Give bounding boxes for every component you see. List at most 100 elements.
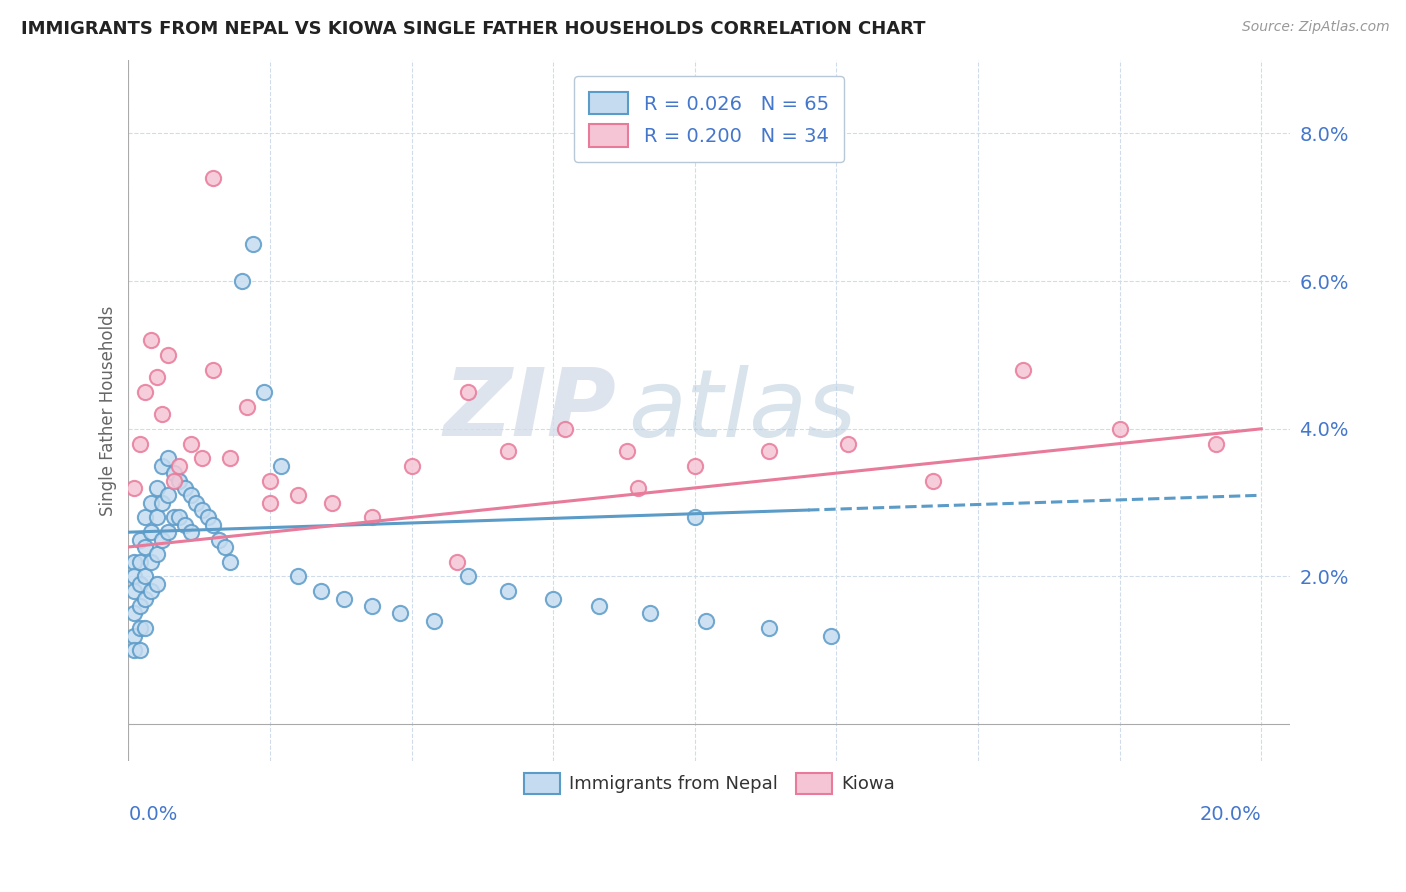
Point <box>146 577 169 591</box>
Point <box>683 458 706 473</box>
Point <box>139 333 162 347</box>
Point <box>1108 422 1130 436</box>
Point <box>202 170 225 185</box>
Point <box>214 540 236 554</box>
Point <box>683 510 706 524</box>
Point <box>361 510 384 524</box>
Point <box>837 436 859 450</box>
Point <box>146 547 169 561</box>
Point <box>152 458 174 473</box>
Point <box>152 496 174 510</box>
Point <box>202 363 225 377</box>
Point <box>139 584 162 599</box>
Point <box>423 614 446 628</box>
Point <box>169 510 191 524</box>
Text: 0.0%: 0.0% <box>128 805 177 824</box>
Text: IMMIGRANTS FROM NEPAL VS KIOWA SINGLE FATHER HOUSEHOLDS CORRELATION CHART: IMMIGRANTS FROM NEPAL VS KIOWA SINGLE FA… <box>21 20 925 37</box>
Point <box>695 614 717 628</box>
Point <box>122 569 145 583</box>
Point <box>457 384 479 399</box>
Point <box>616 444 638 458</box>
Point <box>152 533 174 547</box>
Point <box>163 466 186 480</box>
Point <box>152 407 174 421</box>
Point <box>157 451 180 466</box>
Point <box>180 488 202 502</box>
Text: Source: ZipAtlas.com: Source: ZipAtlas.com <box>1241 20 1389 34</box>
Point <box>134 591 156 606</box>
Point <box>287 569 309 583</box>
Point <box>191 451 214 466</box>
Point <box>219 451 242 466</box>
Point <box>174 517 197 532</box>
Point <box>389 607 412 621</box>
Legend: Immigrants from Nepal, Kiowa: Immigrants from Nepal, Kiowa <box>509 758 908 808</box>
Point <box>169 458 191 473</box>
Point <box>219 555 242 569</box>
Point <box>921 474 943 488</box>
Point <box>627 481 650 495</box>
Point <box>180 436 202 450</box>
Point <box>128 577 150 591</box>
Point <box>128 643 150 657</box>
Point <box>157 348 180 362</box>
Point <box>554 422 576 436</box>
Point <box>139 555 162 569</box>
Point <box>543 591 565 606</box>
Point <box>134 621 156 635</box>
Point <box>128 599 150 613</box>
Point <box>134 540 156 554</box>
Point <box>157 525 180 540</box>
Point <box>122 555 145 569</box>
Text: 20.0%: 20.0% <box>1199 805 1261 824</box>
Point <box>496 584 519 599</box>
Point <box>134 569 156 583</box>
Point <box>157 488 180 502</box>
Point <box>1012 363 1035 377</box>
Point <box>191 503 214 517</box>
Point <box>208 533 231 547</box>
Point <box>231 274 253 288</box>
Point <box>169 474 191 488</box>
Point <box>259 474 281 488</box>
Point <box>122 607 145 621</box>
Point <box>242 237 264 252</box>
Text: ZIP: ZIP <box>443 364 616 457</box>
Point <box>321 496 343 510</box>
Point <box>361 599 384 613</box>
Point <box>128 621 150 635</box>
Point <box>309 584 332 599</box>
Point <box>139 496 162 510</box>
Point <box>122 643 145 657</box>
Point <box>122 584 145 599</box>
Point <box>287 488 309 502</box>
Point <box>139 525 162 540</box>
Point <box>259 496 281 510</box>
Point <box>758 444 780 458</box>
Point <box>146 510 169 524</box>
Point <box>122 629 145 643</box>
Point <box>401 458 423 473</box>
Point <box>128 555 150 569</box>
Point <box>134 384 156 399</box>
Point <box>128 436 150 450</box>
Point <box>146 481 169 495</box>
Point <box>197 510 219 524</box>
Point <box>496 444 519 458</box>
Point <box>253 384 276 399</box>
Point <box>186 496 208 510</box>
Point <box>638 607 661 621</box>
Point <box>758 621 780 635</box>
Point <box>174 481 197 495</box>
Point <box>588 599 610 613</box>
Y-axis label: Single Father Households: Single Father Households <box>100 305 117 516</box>
Point <box>146 370 169 384</box>
Point <box>122 481 145 495</box>
Point <box>128 533 150 547</box>
Point <box>236 400 259 414</box>
Point <box>270 458 292 473</box>
Point <box>202 517 225 532</box>
Text: atlas: atlas <box>627 365 856 456</box>
Point <box>1205 436 1227 450</box>
Point <box>163 474 186 488</box>
